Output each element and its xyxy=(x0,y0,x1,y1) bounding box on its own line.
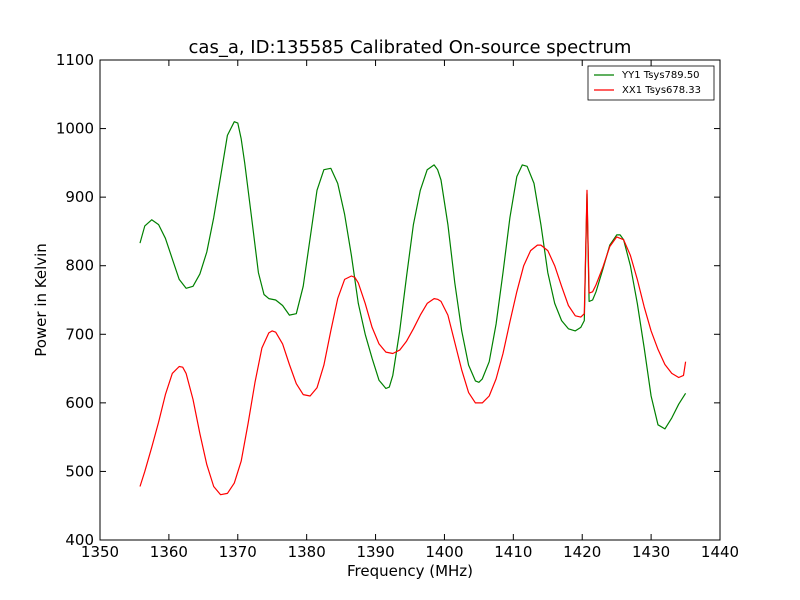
y-tick-label: 700 xyxy=(65,325,94,343)
plot-area: 1350 1360 1370 1380 1390 1400 1410 1420 1430 1440… xyxy=(56,51,739,561)
y-tick-label: 600 xyxy=(65,394,94,412)
legend-label-yy1: YY1 Tsys789.50 xyxy=(621,70,700,81)
x-axis-label: Frequency (MHz) xyxy=(347,562,473,580)
x-tick-label: 1430 xyxy=(632,543,670,561)
x-tick-label: 1370 xyxy=(219,543,257,561)
x-tick-label: 1390 xyxy=(356,543,394,561)
series-line-yy1 xyxy=(139,121,687,430)
legend-label-xx1: XX1 Tsys678.33 xyxy=(622,85,701,96)
legend: YY1 Tsys789.50 XX1 Tsys678.33 xyxy=(587,65,715,101)
y-tick-label: 400 xyxy=(65,531,94,549)
plot-background xyxy=(100,60,720,540)
chart-title: cas_a, ID:135585 Calibrated On-source sp… xyxy=(189,37,632,58)
series-line-xx1 xyxy=(139,189,687,496)
x-tick-label: 1420 xyxy=(563,543,601,561)
y-axis-label: Power in Kelvin xyxy=(32,243,50,357)
y-tick-label: 500 xyxy=(65,462,94,480)
x-tick-label: 1350 xyxy=(81,543,119,561)
plot-frame xyxy=(99,59,721,541)
y-tick-label: 800 xyxy=(65,257,94,275)
x-tick-label: 1400 xyxy=(425,543,463,561)
x-tick-label: 1360 xyxy=(150,543,188,561)
y-tick-label: 1100 xyxy=(56,51,94,69)
series-layer xyxy=(139,121,687,496)
x-tick-label: 1380 xyxy=(288,543,326,561)
ticks-layer: 1350 1360 1370 1380 1390 1400 1410 1420 1430 1440… xyxy=(56,51,739,561)
x-tick-label: 1410 xyxy=(494,543,532,561)
x-tick-label: 1440 xyxy=(701,543,739,561)
legend-box xyxy=(587,65,715,101)
y-tick-label: 1000 xyxy=(56,120,94,138)
y-tick-label: 900 xyxy=(65,188,94,206)
